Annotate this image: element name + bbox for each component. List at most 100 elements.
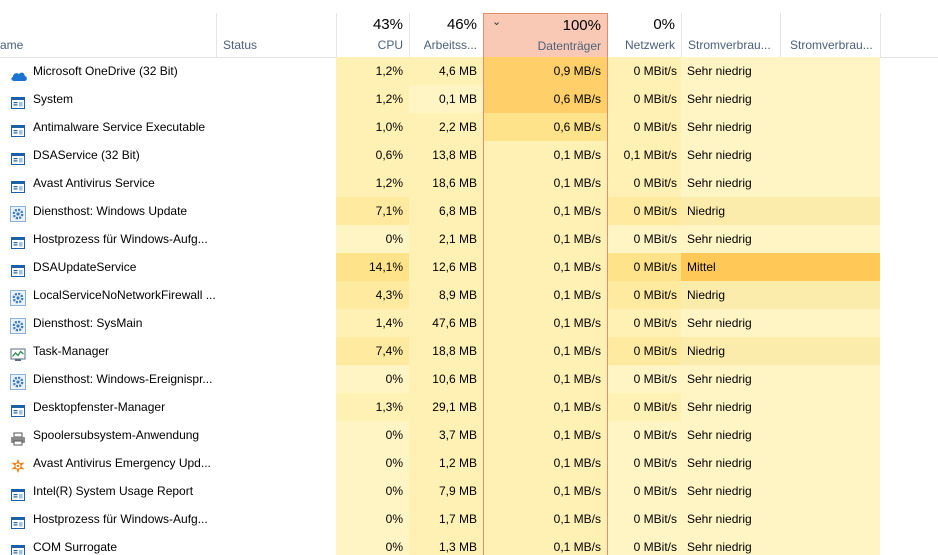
process-network: 0 MBit/s <box>608 281 681 309</box>
process-network: 0 MBit/s <box>608 365 681 393</box>
process-cpu: 1,2% <box>336 169 409 197</box>
sort-descending-icon: ⌄ <box>492 16 502 28</box>
gear-icon <box>10 288 26 306</box>
process-power-trend <box>780 337 880 365</box>
process-network: 0 MBit/s <box>608 533 681 555</box>
process-row[interactable]: Avast Antivirus Emergency Upd... 0% 1,2 … <box>0 449 938 477</box>
task-manager-icon <box>10 344 26 361</box>
process-power-trend <box>780 197 880 225</box>
process-power-trend <box>780 253 880 281</box>
process-network: 0 MBit/s <box>608 57 681 85</box>
process-memory: 6,8 MB <box>409 197 483 225</box>
process-disk: 0,1 MB/s <box>483 449 608 477</box>
process-power: Sehr niedrig <box>681 365 780 393</box>
column-divider[interactable] <box>880 13 881 57</box>
process-row[interactable]: Avast Antivirus Service 1,2% 18,6 MB 0,1… <box>0 169 938 197</box>
process-disk: 0,1 MB/s <box>483 141 608 169</box>
process-status-cell <box>216 253 336 281</box>
gear-icon <box>10 372 26 390</box>
process-row[interactable]: Diensthost: Windows-Ereignispr... 0% 10,… <box>0 365 938 393</box>
process-power: Sehr niedrig <box>681 309 780 337</box>
process-name-cell: System <box>0 85 216 113</box>
process-memory: 8,9 MB <box>409 281 483 309</box>
column-header-network[interactable]: 0% Netzwerk <box>608 13 681 57</box>
process-network: 0 MBit/s <box>608 309 681 337</box>
process-memory: 13,8 MB <box>409 141 483 169</box>
column-header-name[interactable]: ame <box>0 13 216 57</box>
column-divider[interactable] <box>336 13 337 57</box>
process-cpu: 1,2% <box>336 85 409 113</box>
process-row[interactable]: Microsoft OneDrive (32 Bit) 1,2% 4,6 MB … <box>0 57 938 85</box>
process-row[interactable]: System 1,2% 0,1 MB 0,6 MB/s 0 MBit/s Seh… <box>0 85 938 113</box>
process-cpu: 0% <box>336 225 409 253</box>
column-header-memory[interactable]: 46% Arbeitss... <box>410 13 483 57</box>
process-row[interactable]: Diensthost: Windows Update 7,1% 6,8 MB 0… <box>0 197 938 225</box>
process-name: Spoolersubsystem-Anwendung <box>33 428 200 442</box>
process-row[interactable]: COM Surrogate 0% 1,3 MB 0,1 MB/s 0 MBit/… <box>0 533 938 555</box>
process-network: 0 MBit/s <box>608 505 681 533</box>
process-status-cell <box>216 365 336 393</box>
process-memory: 2,2 MB <box>409 113 483 141</box>
process-status-cell <box>216 393 336 421</box>
window-app-icon <box>10 540 26 555</box>
column-divider[interactable] <box>216 13 217 57</box>
gear-icon <box>10 316 26 334</box>
process-power: Niedrig <box>681 281 780 309</box>
column-header-cpu[interactable]: 43% CPU <box>337 13 409 57</box>
column-header-power-trend[interactable]: Stromverbrau... <box>781 13 880 57</box>
process-power: Sehr niedrig <box>681 225 780 253</box>
column-header-status[interactable]: Status <box>217 13 336 57</box>
process-cpu: 0% <box>336 533 409 555</box>
process-status-cell <box>216 281 336 309</box>
process-cpu: 0% <box>336 365 409 393</box>
process-memory: 1,3 MB <box>409 533 483 555</box>
process-memory: 10,6 MB <box>409 365 483 393</box>
process-disk: 0,9 MB/s <box>483 57 608 85</box>
process-row[interactable]: Hostprozess für Windows-Aufg... 0% 2,1 M… <box>0 225 938 253</box>
process-row[interactable]: Desktopfenster-Manager 1,3% 29,1 MB 0,1 … <box>0 393 938 421</box>
column-header-power[interactable]: Stromverbrau... <box>682 13 780 57</box>
process-power-trend <box>780 57 880 85</box>
process-memory: 1,2 MB <box>409 449 483 477</box>
process-name: DSAUpdateService <box>33 260 137 274</box>
column-header-disk[interactable]: ⌄ 100% Datenträger <box>483 13 608 57</box>
process-row[interactable]: DSAService (32 Bit) 0,6% 13,8 MB 0,1 MB/… <box>0 141 938 169</box>
process-status-cell <box>216 421 336 449</box>
process-memory: 0,1 MB <box>409 85 483 113</box>
process-row[interactable]: LocalServiceNoNetworkFirewall ... 4,3% 8… <box>0 281 938 309</box>
process-name: Antimalware Service Executable <box>33 120 206 134</box>
process-power: Sehr niedrig <box>681 113 780 141</box>
process-power-trend <box>780 225 880 253</box>
process-power: Sehr niedrig <box>681 141 780 169</box>
column-label-status: Status <box>223 38 258 52</box>
process-cpu: 0% <box>336 477 409 505</box>
window-app-icon <box>10 232 26 249</box>
column-divider[interactable] <box>780 13 781 57</box>
process-name: System <box>33 92 74 106</box>
disk-total-percent: 100% <box>562 17 601 34</box>
gear-icon <box>10 204 26 222</box>
column-divider[interactable] <box>681 13 682 57</box>
process-memory: 1,7 MB <box>409 505 483 533</box>
column-label-power: Stromverbrau... <box>688 38 771 52</box>
process-row[interactable]: Task-Manager 7,4% 18,8 MB 0,1 MB/s 0 MBi… <box>0 337 938 365</box>
process-row[interactable]: Hostprozess für Windows-Aufg... 0% 1,7 M… <box>0 505 938 533</box>
process-name: Diensthost: Windows Update <box>33 204 188 218</box>
process-cpu: 1,3% <box>336 393 409 421</box>
column-label-cpu: CPU <box>377 38 403 52</box>
process-row[interactable]: DSAUpdateService 14,1% 12,6 MB 0,1 MB/s … <box>0 253 938 281</box>
process-row[interactable]: Spoolersubsystem-Anwendung 0% 3,7 MB 0,1… <box>0 421 938 449</box>
process-status-cell <box>216 197 336 225</box>
process-name: Desktopfenster-Manager <box>33 400 166 414</box>
window-app-icon <box>10 260 26 277</box>
process-cpu: 0% <box>336 421 409 449</box>
process-row[interactable]: Diensthost: SysMain 1,4% 47,6 MB 0,1 MB/… <box>0 309 938 337</box>
column-divider[interactable] <box>409 13 410 57</box>
process-disk: 0,1 MB/s <box>483 533 608 555</box>
process-name: COM Surrogate <box>33 540 118 554</box>
process-disk: 0,1 MB/s <box>483 337 608 365</box>
process-row[interactable]: Intel(R) System Usage Report 0% 7,9 MB 0… <box>0 477 938 505</box>
process-row[interactable]: Antimalware Service Executable 1,0% 2,2 … <box>0 113 938 141</box>
process-power-trend <box>780 85 880 113</box>
